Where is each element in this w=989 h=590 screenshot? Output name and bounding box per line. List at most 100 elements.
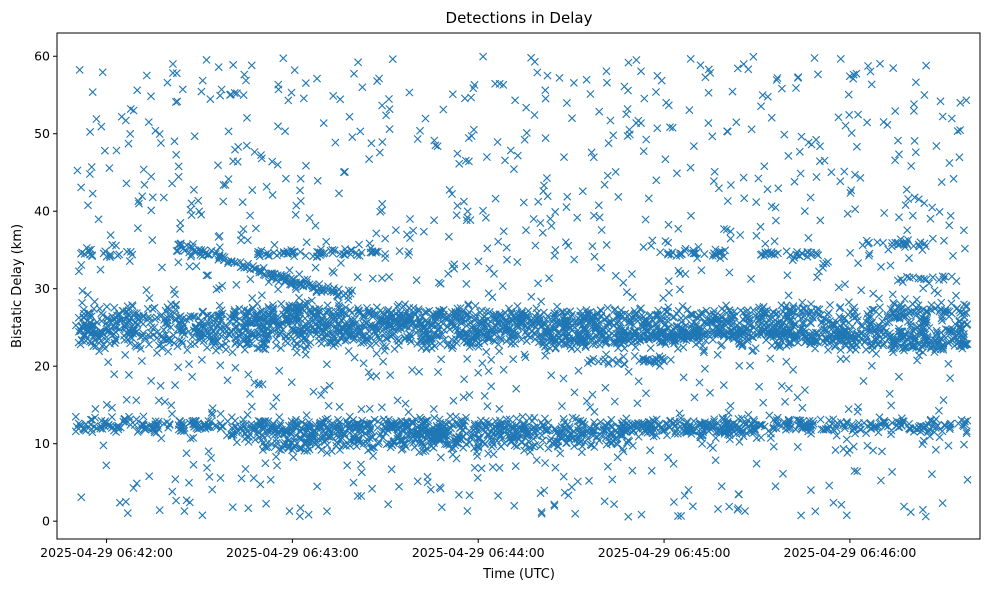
data-point [865,238,873,247]
data-point [770,237,779,246]
data-point [145,340,153,349]
data-point [155,130,164,138]
data-point [71,427,80,436]
data-point [296,433,305,442]
data-point [250,148,259,156]
data-point [752,434,761,443]
data-point [962,308,971,317]
data-point [847,186,856,195]
data-point [434,278,443,287]
data-point [785,424,794,433]
data-point [748,333,757,342]
data-point [910,193,919,202]
data-point [900,295,909,303]
data-point [362,435,371,444]
data-point [386,371,395,380]
data-point [889,64,898,73]
data-point [541,94,550,103]
data-point [529,215,538,223]
data-point [269,248,278,257]
data-point [427,334,436,343]
data-point [446,318,454,327]
data-point [614,318,623,327]
data-point [234,427,243,435]
data-point [166,310,175,319]
data-point [540,425,549,434]
data-point [602,67,611,76]
data-point [953,127,962,136]
data-point [502,415,511,424]
data-point [530,315,539,324]
data-point [390,437,399,445]
data-point [281,174,290,183]
data-point [358,311,367,320]
data-point [74,267,83,276]
data-point [241,420,250,429]
data-point [256,321,265,330]
data-point [495,463,504,472]
data-point [512,384,521,393]
data-point [189,326,198,335]
data-point [284,96,293,105]
data-point [357,339,365,347]
data-point [790,331,799,340]
data-point [284,421,293,430]
data-point [171,98,180,106]
data-point [680,330,689,339]
data-point [448,420,457,429]
data-point [488,325,497,334]
data-point [205,250,214,259]
data-point [794,304,803,313]
data-point [946,374,955,383]
data-point [167,300,176,309]
data-point [178,85,187,94]
data-point [168,69,177,77]
data-point [505,304,513,313]
data-point [597,306,606,315]
data-point [792,250,801,259]
data-point [960,440,968,449]
data-point [630,352,639,360]
data-point [888,335,897,344]
data-point [750,428,758,437]
data-point [373,77,382,86]
data-point [341,336,350,345]
data-point [883,310,892,319]
data-point [120,322,129,331]
data-point [123,247,131,256]
data-point [86,310,95,319]
data-point [292,304,301,313]
data-point [831,446,840,455]
data-point [209,327,218,336]
data-point [749,306,758,315]
data-point [962,301,971,310]
data-point [926,416,935,425]
data-point [910,136,919,145]
data-point [632,315,641,324]
data-point [708,423,717,432]
data-point [239,91,248,100]
data-point [670,419,678,428]
data-point [733,64,742,73]
data-point [217,85,226,94]
data-point [522,226,530,235]
data-point [482,323,491,332]
data-point [92,115,101,123]
data-point [299,94,308,103]
data-point [673,344,682,353]
data-point [339,250,348,258]
data-point [372,322,381,331]
data-point [717,482,726,491]
data-point [207,246,216,255]
data-point [771,419,780,428]
data-point [522,337,531,346]
data-point [223,376,232,385]
data-point [869,446,878,455]
data-point [901,237,910,246]
data-point [775,319,784,328]
data-point [666,355,675,364]
data-point [764,327,772,336]
data-point [874,428,883,437]
data-point [740,194,749,203]
data-point [408,417,417,426]
